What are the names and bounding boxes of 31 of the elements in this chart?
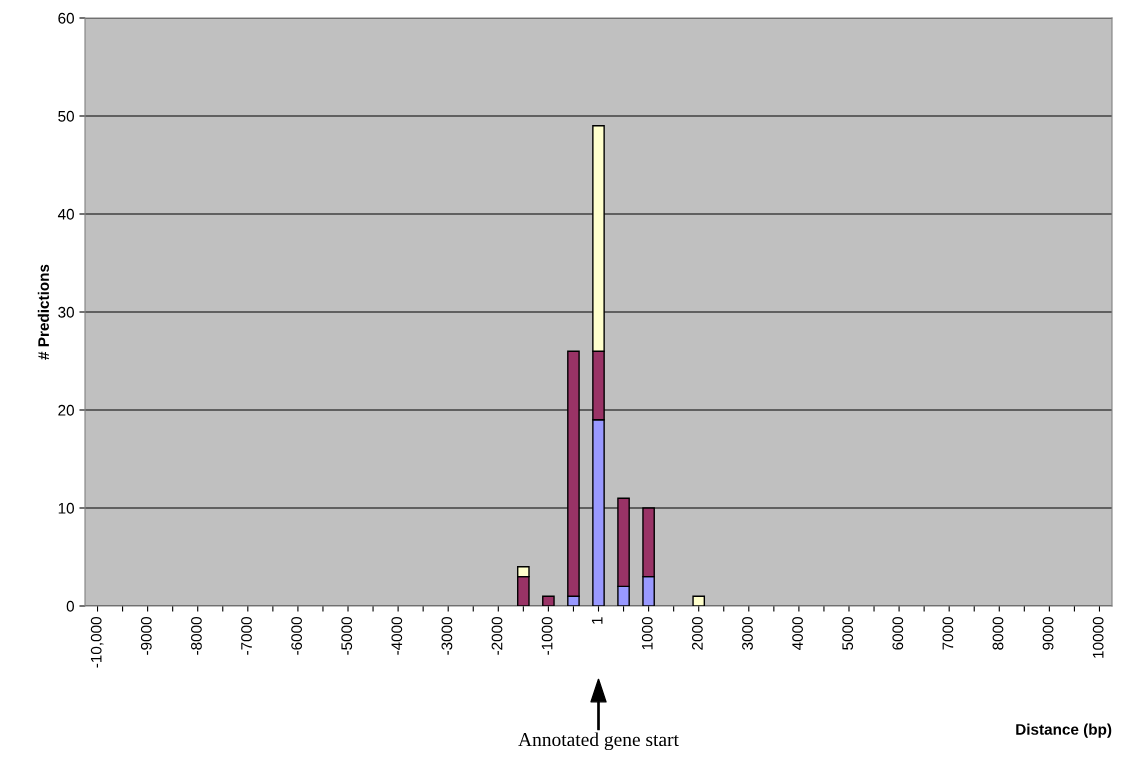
y-tick-label: 10: [58, 502, 74, 514]
y-axis-title: # Predictions: [37, 264, 50, 360]
x-tick-label: -5000: [341, 617, 353, 655]
x-tick-label: -10,000: [90, 617, 104, 668]
x-tick-label: 7000: [942, 617, 954, 650]
x-tick-label: 2000: [691, 617, 703, 650]
x-tick-label: 10000: [1092, 617, 1104, 658]
y-tick-label: 50: [58, 110, 74, 122]
x-tick-label: 3000: [742, 617, 753, 650]
y-tick-label: 0: [66, 600, 74, 612]
text: Annotated gene start: [518, 732, 679, 751]
x-tick-label: -6000: [291, 617, 303, 655]
x-axis-title: Distance (bp): [1016, 723, 1112, 738]
x-tick-label: 1000: [641, 617, 653, 650]
x-tick-label: -3000: [441, 617, 453, 655]
y-tick-label: 40: [57, 208, 74, 220]
x-tick-label: -1000: [541, 617, 553, 655]
y-tick-label: 20: [58, 404, 74, 416]
x-tick-label: 4000: [792, 617, 803, 651]
y-tick-label: 30: [58, 306, 74, 318]
x-tick-label: -8000: [191, 617, 202, 655]
y-tick-label: 60: [58, 12, 74, 24]
x-tick-label: 8000: [992, 617, 1004, 650]
x-tick-label: -7000: [241, 617, 252, 655]
x-tick-label: -9000: [140, 617, 152, 655]
x-tick-label: -2000: [491, 617, 503, 655]
x-tick-label: 1: [591, 617, 603, 624]
x-tick-label: 6000: [892, 617, 904, 650]
x-tick-label: 5000: [842, 617, 854, 650]
x-tick-label: 9000: [1042, 617, 1054, 650]
x-tick-label: -4000: [391, 617, 403, 655]
